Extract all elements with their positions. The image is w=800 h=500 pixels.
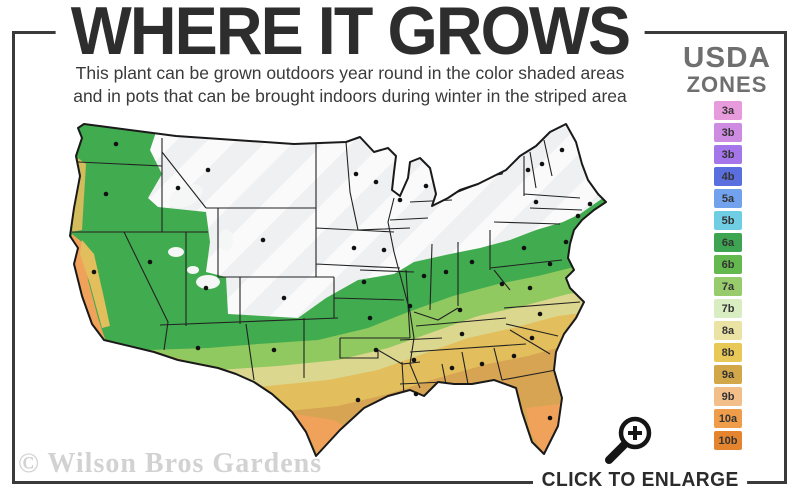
subtitle-line-2: and in pots that can be brought indoors … (73, 86, 627, 106)
zone-chip-4b: 4b (714, 167, 742, 186)
zone-region-california-coast (70, 234, 106, 344)
zone-chip-label: 6b (721, 258, 735, 271)
magnifier-plus-icon[interactable] (597, 411, 657, 476)
zone-chip-label: 3b (721, 148, 735, 161)
zone-chip-7a: 7a (714, 277, 742, 296)
zone-chip-3a: 3a (714, 101, 742, 120)
zone-chip-label: 9b (721, 390, 735, 403)
zone-region-south-texas-orange (294, 414, 350, 456)
zone-chip-8b: 8b (714, 343, 742, 362)
legend-title-usda: USDA (683, 42, 771, 74)
zone-chip-label: 5b (721, 214, 735, 227)
zone-chip-label: 7b (721, 302, 735, 315)
zone-chip-9b: 9b (714, 387, 742, 406)
zone-chip-label: 4b (721, 170, 735, 183)
zone-chip-label: 6a (721, 236, 735, 249)
zone-chip-9a: 9a (714, 365, 742, 384)
page-title: WHERE IT GROWS (55, 0, 645, 70)
legend-title-zones: ZONES (686, 72, 768, 97)
zone-chip-3b: 3b (714, 145, 742, 164)
zone-chip-label: 10a (718, 412, 738, 425)
zone-chip-8a: 8a (714, 321, 742, 340)
click-to-enlarge-button[interactable]: CLICK TO ENLARGE (533, 469, 748, 492)
zone-chip-label: 5a (721, 192, 735, 205)
zone-chip-10a: 10a (714, 409, 742, 428)
watermark: © Wilson Bros Gardens (18, 448, 323, 479)
subtitle: This plant can be grown outdoors year ro… (30, 62, 670, 108)
usa-map-svg (69, 123, 607, 457)
city-dots (91, 141, 593, 421)
zone-chip-label: 10b (718, 434, 738, 447)
zone-chip-label: 3b (721, 126, 735, 139)
zone-chip-label: 9a (721, 368, 735, 381)
zone-legend: 3a 3b 3b 4b 5a 5b 6a 6b 7a 7b 8a 8b 9a 9b 10a 10b (714, 101, 742, 450)
zone-chip-label: 7a (721, 280, 735, 293)
zone-chip-5b: 5b (714, 211, 742, 230)
state-borders (72, 138, 583, 397)
zone-chip-3b: 3b (714, 123, 742, 142)
zone-region-oregon-coast (72, 158, 86, 232)
zone-chip-label: 8b (721, 346, 735, 359)
zone-chip-6b: 6b (714, 255, 742, 274)
subtitle-line-1: This plant can be grown outdoors year ro… (75, 63, 625, 83)
zone-region-central-valley (80, 240, 110, 328)
zone-chip-label: 8a (721, 324, 735, 337)
zone-chip-10b: 10b (714, 431, 742, 450)
zone-chip-6a: 6a (714, 233, 742, 252)
zone-chip-label: 3a (721, 104, 735, 117)
zone-chip-7b: 7b (714, 299, 742, 318)
usda-zones-map[interactable] (58, 112, 638, 472)
zone-chip-5a: 5a (714, 189, 742, 208)
